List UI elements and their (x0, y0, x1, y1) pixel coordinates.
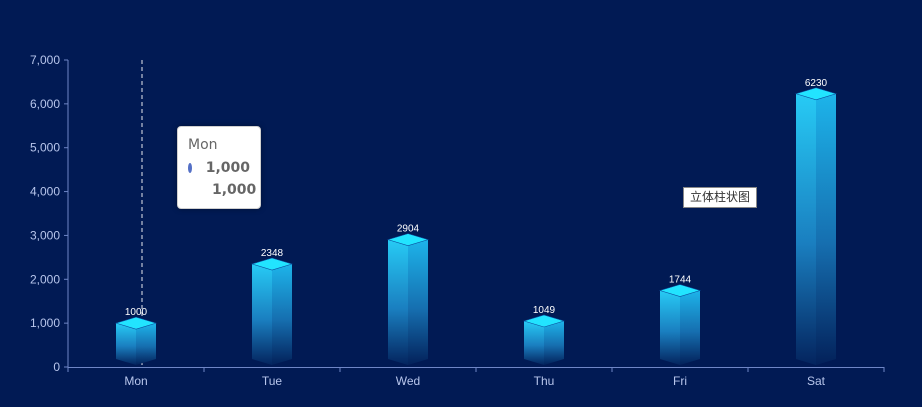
y-tick-label: 0 (53, 360, 60, 374)
x-tick-label: Fri (673, 374, 687, 388)
bar-top-cap (386, 233, 430, 246)
tooltip-value-secondary: 1,000 (212, 182, 257, 198)
bar-top-cap (794, 87, 838, 101)
bar-right-face (408, 239, 428, 365)
y-tick-label: 1,000 (30, 316, 60, 330)
tooltip: Mon 1,000 1,000 (177, 126, 261, 209)
bar-value-label: 2348 (261, 248, 284, 259)
tooltip-row-secondary: 1,000 (188, 180, 256, 200)
bar-right-face (816, 93, 836, 366)
bar-top-cap (114, 316, 158, 330)
x-tick-label: Tue (262, 374, 283, 388)
bar (250, 257, 294, 365)
bar (658, 284, 702, 365)
bar-left-face (660, 290, 680, 365)
tooltip-category: Mon (188, 137, 218, 153)
x-tick-label: Wed (396, 374, 420, 388)
bar-left-face (524, 320, 544, 365)
bar-top-cap (250, 257, 294, 271)
bar-left-face (116, 323, 136, 365)
bar-left-face (796, 93, 816, 366)
bar-value-label: 1000 (125, 307, 148, 318)
bar-value-label: 1744 (669, 275, 692, 286)
y-tick-label: 2,000 (30, 272, 60, 286)
bar-top-cap (522, 314, 566, 328)
bar-value-label: 1049 (533, 305, 556, 316)
x-tick-label: Mon (124, 374, 147, 388)
tooltip-value-primary: 1,000 (205, 160, 250, 176)
bar-value-label: 6230 (805, 78, 828, 89)
bar (386, 233, 430, 365)
series-dot-icon (188, 163, 192, 173)
bar (794, 87, 838, 366)
x-tick-label: Sat (807, 374, 826, 388)
bar-left-face (252, 264, 272, 365)
bar-top-cap (658, 284, 702, 297)
legend-item[interactable]: 立体柱状图 (683, 187, 758, 208)
bar-right-face (680, 290, 700, 365)
bar (522, 314, 566, 365)
bar-left-face (388, 239, 408, 365)
y-tick-label: 3,000 (30, 228, 60, 242)
y-tick-label: 5,000 (30, 141, 60, 155)
y-tick-label: 6,000 (30, 97, 60, 111)
tooltip-row: 1,000 (188, 158, 250, 178)
bar (114, 316, 158, 365)
bar-right-face (544, 320, 564, 365)
bar-right-face (272, 264, 292, 365)
x-tick-label: Thu (534, 374, 555, 388)
y-tick-label: 7,000 (30, 53, 60, 67)
bar-value-label: 2904 (397, 224, 420, 235)
y-tick-label: 4,000 (30, 185, 60, 199)
bar-right-face (136, 323, 156, 365)
